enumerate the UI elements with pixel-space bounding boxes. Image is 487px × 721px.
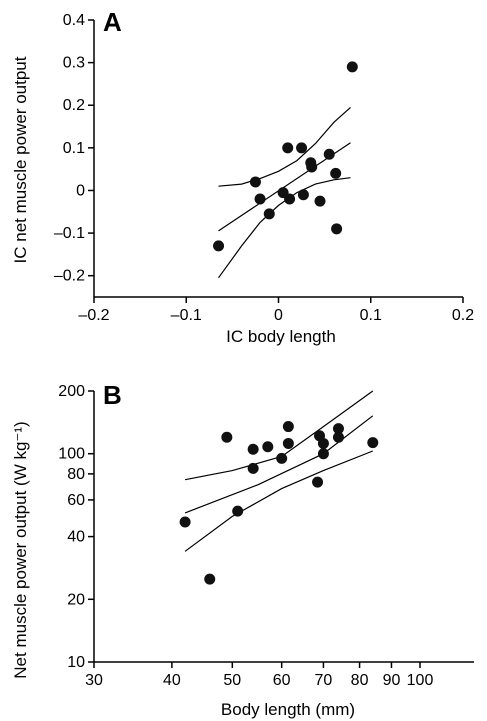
panel-a-x-tick-label: 0 [274,307,283,324]
panel-b-y-tick-label: 20 [67,591,85,608]
panel-a-data-point [296,142,308,154]
panel-b-data-point [317,448,329,460]
panel-b-ci-upper-line [184,390,374,481]
panel-a-data-point [306,161,318,173]
panel-b-y-tick-label: 80 [67,466,85,483]
panel-a-data-point [263,208,275,220]
panel-a-ci-upper-line [218,106,351,187]
panel-a-x-axis-label: IC body length [226,327,336,346]
panel-a-x-tick-label: 0.2 [452,307,474,324]
panel-b-data-point [317,437,329,449]
panel-b-data-point [247,443,259,455]
panel-b-x-tick-label: 100 [407,672,434,689]
panel-b-data-point [367,437,379,449]
panel-a-x-tick-label: –0.1 [171,307,202,324]
panel-a-data-point [254,193,266,205]
panel-b-data-point [332,423,344,435]
panel-a-y-tick-label: 0 [76,182,85,199]
panel-a-data-point [213,240,225,252]
panel-b-chart: B Net muscle power output (W kg⁻¹) Body … [11,380,474,719]
panel-b-regression-line [184,415,374,514]
panel-a-x-tick-label: 0.1 [360,307,382,324]
panel-b-data-point [232,505,244,517]
panel-b-data-point [221,431,233,443]
panel-b-label: B [103,380,122,410]
panel-a-y-tick-label: –0.2 [54,268,85,285]
panel-b-x-tick-label: 50 [223,672,241,689]
panel-a-data-point [314,195,326,207]
panel-b-x-tick-label: 80 [351,672,369,689]
panel-b-x-axis-label: Body length (mm) [221,700,355,719]
panel-a-data-point [323,148,335,160]
panel-a-y-tick-label: 0.4 [63,12,85,29]
panel-b-data-point [179,516,191,528]
panel-b-x-tick-label: 40 [163,672,181,689]
panel-a-y-tick-label: 0.1 [63,140,85,157]
panel-b-x-tick-label: 60 [273,672,291,689]
panel-b-x-tick-label: 90 [383,672,401,689]
panel-b-data-point [282,421,294,433]
panel-a-label: A [103,7,122,37]
panel-b-y-tick-label: 40 [67,529,85,546]
panel-a-y-tick-label: 0.3 [63,55,85,72]
panel-b-data-point [276,452,288,464]
panel-a-data-point [282,142,294,154]
panel-a-y-tick-label: –0.1 [54,225,85,242]
panel-b-y-tick-label: 10 [67,654,85,671]
panel-a-data-point [249,176,261,188]
panel-b-data-point [262,441,274,453]
panel-a-y-axis-label: IC net muscle power output [11,56,30,263]
panel-a-data-point [346,61,358,73]
panel-a-x-tick-label: –0.2 [78,307,109,324]
panel-b-data-point [204,573,216,585]
panel-b-y-tick-label: 100 [58,446,85,463]
panel-b-data-point [247,462,259,474]
panel-b-data-point [332,431,344,443]
panel-a-data-point [331,223,343,235]
panel-b-x-tick-label: 70 [315,672,333,689]
panel-b-y-tick-label: 200 [58,383,85,400]
panel-a-y-tick-label: 0.2 [63,97,85,114]
panel-a-data-point [330,167,342,179]
panel-b-y-axis-label: Net muscle power output (W kg⁻¹) [11,421,30,678]
panel-b-ci-lower-line [184,450,374,552]
panel-b-x-tick-label: 30 [85,672,103,689]
panel-a-data-point [297,189,309,201]
panel-b-data-point [282,437,294,449]
panel-a-data-point [284,193,296,205]
panel-b-y-tick-label: 60 [67,492,85,509]
panel-b-data-point [312,476,324,488]
panel-a-chart: A IC net muscle power output IC body len… [11,7,474,346]
